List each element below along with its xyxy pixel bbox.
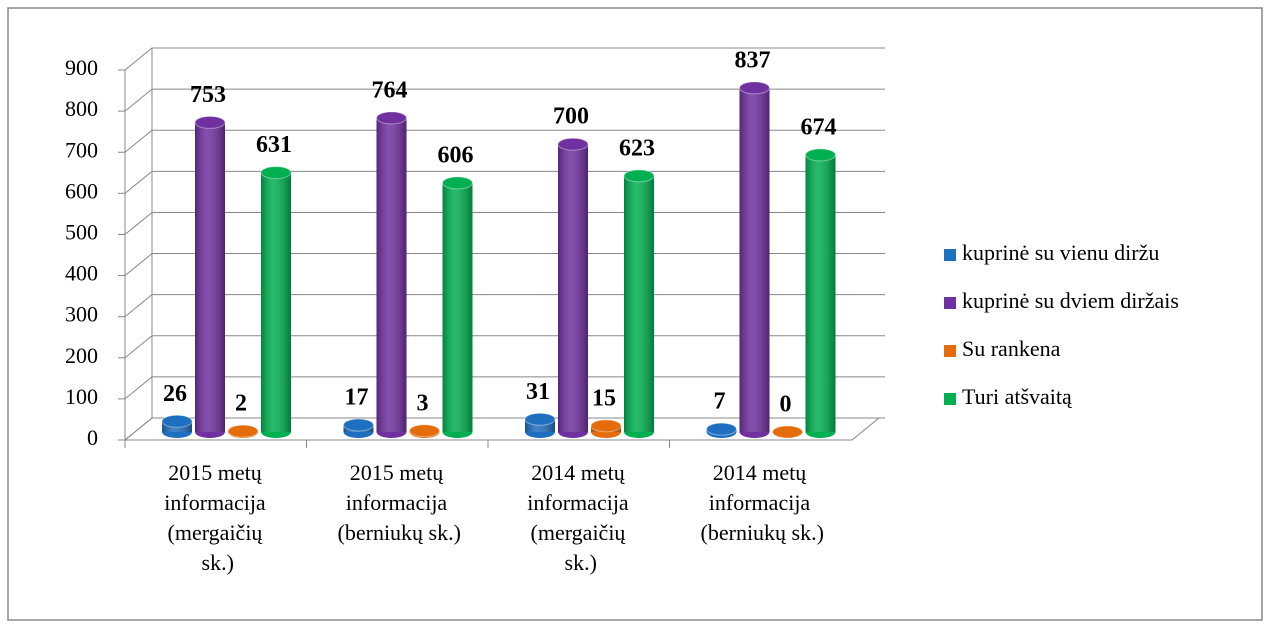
bar-shade bbox=[558, 144, 588, 432]
bar-shade bbox=[624, 175, 654, 432]
bar-top bbox=[376, 111, 407, 125]
value-label: 0 bbox=[780, 392, 792, 418]
bar-top bbox=[161, 414, 193, 428]
y-tick-label: 900 bbox=[65, 55, 98, 80]
x-tick-label: 2014 metų informacija (mergaičių sk.) bbox=[527, 460, 634, 575]
value-label: 7 bbox=[714, 389, 726, 415]
value-label: 606 bbox=[438, 142, 474, 168]
x-tick-label: 2015 metų informacija (mergaičių sk.) bbox=[164, 460, 271, 575]
y-tick-label: 800 bbox=[65, 96, 98, 121]
legend-label: kuprinė su vienu diržu bbox=[962, 240, 1159, 265]
bar-top bbox=[623, 169, 655, 183]
value-label: 2 bbox=[235, 391, 247, 417]
bar-top bbox=[590, 419, 622, 433]
bar-top bbox=[739, 81, 770, 95]
grid-line bbox=[124, 88, 885, 112]
legend-swatch bbox=[944, 249, 956, 261]
y-tick-label: 600 bbox=[65, 178, 98, 203]
value-label: 3 bbox=[417, 390, 429, 416]
bar-top bbox=[343, 418, 374, 432]
bar-top bbox=[524, 412, 556, 426]
bar bbox=[772, 425, 803, 439]
bar-shade bbox=[261, 172, 291, 433]
bar-top bbox=[805, 148, 836, 162]
bar bbox=[706, 422, 737, 438]
grid-line bbox=[124, 129, 885, 153]
y-tick-label: 100 bbox=[65, 384, 98, 409]
value-label: 837 bbox=[735, 47, 771, 73]
bar-top bbox=[194, 115, 226, 129]
bar bbox=[376, 111, 407, 438]
bar-top bbox=[227, 424, 259, 438]
bar-top bbox=[442, 176, 473, 190]
bar bbox=[409, 424, 440, 438]
bar bbox=[590, 419, 622, 438]
value-label: 764 bbox=[372, 77, 408, 103]
bar bbox=[557, 137, 589, 438]
value-label: 623 bbox=[619, 135, 655, 161]
bar-shade bbox=[805, 154, 836, 432]
bar bbox=[442, 176, 473, 438]
bar bbox=[260, 166, 292, 438]
y-tick-label: 500 bbox=[65, 219, 98, 244]
value-label: 26 bbox=[163, 381, 187, 407]
y-tick-label: 200 bbox=[65, 343, 98, 368]
bar bbox=[227, 424, 259, 438]
legend-swatch bbox=[944, 345, 956, 357]
x-tick-label: 2014 metų informacija (berniukų sk.) bbox=[701, 460, 824, 545]
value-label: 753 bbox=[190, 82, 226, 108]
bar-top bbox=[409, 424, 440, 438]
value-label: 674 bbox=[801, 114, 837, 140]
bar-shade bbox=[739, 87, 770, 433]
bar-top bbox=[772, 425, 803, 439]
value-label: 31 bbox=[526, 379, 550, 405]
bar bbox=[623, 169, 655, 438]
legend-swatch bbox=[944, 393, 956, 405]
bar bbox=[161, 414, 193, 438]
legend-label: Turi atšvaitą bbox=[962, 384, 1072, 409]
x-tick-label: 2015 metų informacija (berniukų sk.) bbox=[338, 460, 461, 545]
value-label: 17 bbox=[345, 385, 369, 411]
legend-label: Su rankena bbox=[962, 336, 1061, 361]
bar-top bbox=[706, 422, 737, 436]
value-label: 700 bbox=[553, 104, 589, 130]
y-tick-label: 700 bbox=[65, 137, 98, 162]
y-tick-label: 400 bbox=[65, 261, 98, 286]
bar-shade bbox=[376, 117, 407, 433]
bar bbox=[805, 148, 836, 438]
y-tick-label: 0 bbox=[87, 425, 98, 450]
legend-label: kuprinė su dviem diržais bbox=[962, 288, 1179, 313]
value-label: 631 bbox=[256, 132, 292, 158]
bar-top bbox=[260, 166, 292, 180]
bar bbox=[739, 81, 770, 438]
bar-shade bbox=[442, 182, 473, 432]
bar bbox=[194, 115, 226, 438]
bar bbox=[343, 418, 374, 438]
grid-line bbox=[124, 47, 885, 71]
bar-top bbox=[557, 137, 589, 151]
bar bbox=[524, 412, 556, 438]
bar-shade bbox=[195, 122, 225, 432]
legend-swatch bbox=[944, 297, 956, 309]
value-label: 15 bbox=[592, 385, 616, 411]
y-tick-label: 300 bbox=[65, 302, 98, 327]
